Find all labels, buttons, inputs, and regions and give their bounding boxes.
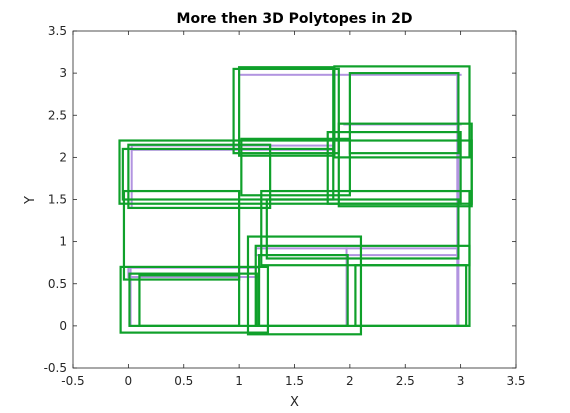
y-axis-label: Y	[23, 196, 38, 205]
y-tick-label: 2	[59, 150, 67, 164]
polytope-outline-1-0	[119, 265, 270, 334]
polytope-outline-1-9	[265, 198, 460, 260]
polytope-outline-1-6	[246, 235, 363, 336]
series-1	[118, 65, 473, 336]
polytope-outline-1-17	[138, 274, 241, 327]
x-axis-label: X	[290, 395, 299, 410]
y-tick-label: -0.5	[44, 361, 67, 375]
polytope-outline-1-4	[127, 143, 272, 210]
x-tick-label: 2	[346, 374, 354, 388]
x-axis-ticks: -0.5 0 0.5 1 1.5 2 2.5 3 3.5	[61, 31, 526, 388]
x-tick-label: 0	[125, 374, 133, 388]
x-tick-label: 0.5	[174, 374, 193, 388]
x-tick-label: 1	[235, 374, 243, 388]
polytope-outline-1-13	[326, 131, 462, 205]
y-tick-label: 1	[59, 235, 67, 249]
y-tick-label: 3	[59, 66, 67, 80]
y-tick-label: 0	[59, 319, 67, 333]
polytope-outline-1-11	[232, 67, 340, 155]
y-tick-label: 3.5	[48, 24, 67, 38]
polytope-outline-1-14	[333, 65, 471, 159]
x-tick-label: 3.5	[506, 374, 525, 388]
y-tick-label: 2.5	[48, 108, 67, 122]
polytope-outline-1-12	[337, 122, 473, 208]
x-tick-label: 2.5	[396, 374, 415, 388]
chart-marks	[118, 65, 473, 336]
y-tick-label: 0.5	[48, 277, 67, 291]
polytope-outline-1-16	[240, 137, 351, 197]
y-tick-label: 1.5	[48, 193, 67, 207]
y-axis-ticks: -0.5 0 0.5 1 1.5 2 2.5 3 3.5	[44, 24, 516, 375]
x-tick-label: -0.5	[61, 374, 84, 388]
x-tick-label: 1.5	[285, 374, 304, 388]
polytope-outline-1-10	[238, 66, 335, 157]
polytope-outline-1-3	[121, 147, 335, 201]
polytope-outline-1-19	[354, 264, 468, 327]
x-tick-label: 3	[457, 374, 465, 388]
polytope-outline-1-15	[348, 72, 460, 155]
chart-title: More then 3D Polytopes in 2D	[177, 11, 413, 27]
polytope-outline-1-5	[122, 189, 241, 281]
